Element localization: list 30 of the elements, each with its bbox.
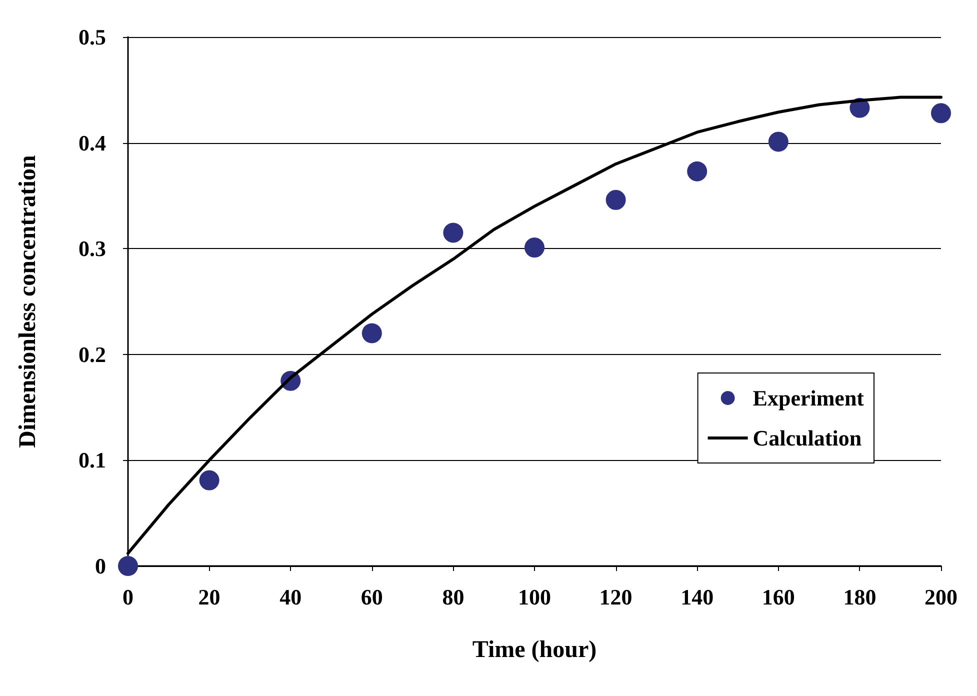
point [931,103,951,124]
point [443,222,464,243]
x-tick-label: 100 [518,584,551,610]
point [768,132,788,152]
y-tick-label: 0.5 [78,24,106,50]
x-axis-title: Time (hour) [472,637,597,663]
legend-label: Experiment [752,386,865,410]
x-tick-label: 120 [599,584,632,610]
point [606,190,626,210]
x-tick-label: 20 [198,584,220,610]
y-tick-label: 0.3 [78,236,106,262]
x-tick-label: 160 [762,584,795,610]
point [199,470,220,490]
y-tick-label: 0 [95,554,106,578]
x-tick-label: 200 [924,584,958,610]
point [118,556,138,576]
y-tick-label: 0.4 [78,130,106,156]
x-tick-label: 60 [360,584,383,610]
y-tick-label: 0.1 [78,448,106,473]
x-tick-label: 140 [680,584,714,610]
legend-label: Calculation [752,426,862,450]
point [687,161,708,182]
x-tick-label: 0 [122,584,134,610]
point [524,238,544,258]
point [362,323,382,344]
x-tick-label: 40 [280,584,302,610]
y-tick-label: 0.2 [78,342,106,367]
x-tick-label: 180 [843,584,876,610]
x-tick-label: 80 [442,584,464,610]
y-axis-title: Dimensionless concentration [15,155,41,448]
